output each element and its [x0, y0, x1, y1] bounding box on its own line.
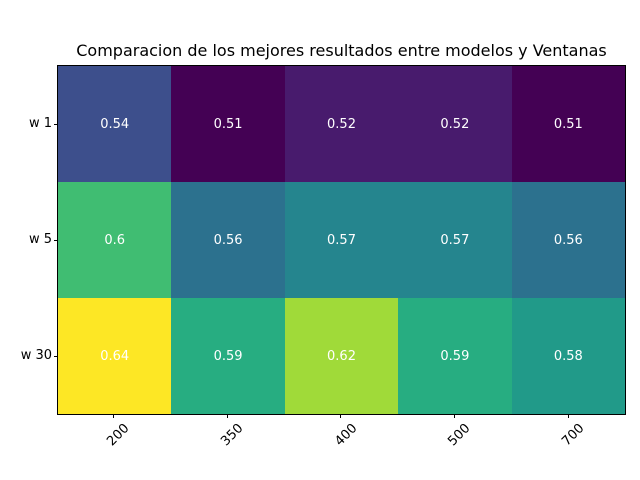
- heatmap-cell: 0.59: [171, 298, 285, 414]
- heatmap-cell: 0.57: [398, 182, 512, 298]
- heatmap-cell: 0.52: [398, 66, 512, 182]
- x-tick-mark: [226, 414, 228, 418]
- y-axis-tick-label: w 5: [28, 232, 52, 247]
- heatmap-cell: 0.51: [511, 66, 625, 182]
- x-axis-tick-label: 200: [104, 421, 133, 450]
- heatmap-cell: 0.6: [58, 182, 172, 298]
- x-axis-tick-label: 500: [445, 421, 474, 450]
- x-tick-mark: [454, 414, 456, 418]
- x-tick-mark: [112, 414, 114, 418]
- heatmap-cell: 0.64: [58, 298, 172, 414]
- heatmap-cell: 0.57: [284, 182, 399, 298]
- heatmap-cell: 0.51: [171, 66, 285, 182]
- y-tick-mark: [54, 124, 58, 125]
- heatmap-cell: 0.59: [398, 298, 512, 414]
- x-tick-mark: [340, 414, 342, 418]
- x-axis-tick-label: 700: [559, 421, 588, 450]
- heatmap-plot: 0.54 0.51 0.52 0.52 0.51 0.6 0.56 0.57 0…: [57, 65, 626, 415]
- x-tick: 200: [57, 414, 171, 474]
- x-tick-mark: [568, 414, 570, 418]
- heatmap-cell: 0.56: [171, 182, 285, 298]
- x-tick: 400: [285, 414, 399, 474]
- x-tick: 500: [398, 414, 512, 474]
- y-tick-mark: [54, 356, 58, 357]
- heatmap-cell: 0.62: [284, 298, 399, 414]
- y-axis-tick-label: w 1: [28, 116, 52, 131]
- heatmap-cell: 0.52: [284, 66, 399, 182]
- y-tick-mark: [54, 240, 58, 241]
- x-axis-tick-label: 350: [218, 421, 247, 450]
- x-tick: 700: [512, 414, 626, 474]
- heatmap-cell: 0.56: [511, 182, 625, 298]
- y-axis-tick-label: w 30: [20, 348, 52, 363]
- x-axis-tick-label: 400: [331, 421, 361, 450]
- heatmap-cell: 0.54: [58, 66, 172, 182]
- chart-title: Comparacion de los mejores resultados en…: [76, 41, 607, 60]
- heatmap-cell: 0.58: [511, 298, 625, 414]
- x-tick: 350: [171, 414, 285, 474]
- x-axis: 200 350 400 500 700: [57, 414, 626, 474]
